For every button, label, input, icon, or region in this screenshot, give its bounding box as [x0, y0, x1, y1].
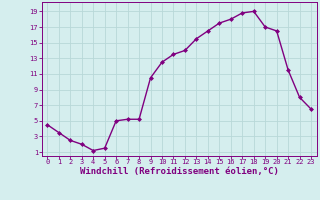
X-axis label: Windchill (Refroidissement éolien,°C): Windchill (Refroidissement éolien,°C): [80, 167, 279, 176]
